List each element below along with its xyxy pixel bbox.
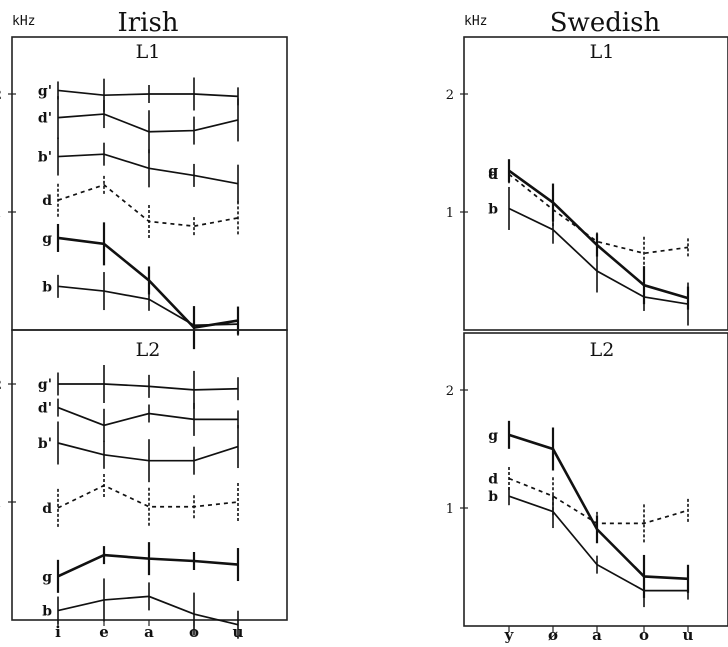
series-b: b xyxy=(488,487,689,608)
x-tick-label: u xyxy=(683,626,694,643)
series-b: b xyxy=(42,578,239,639)
series-label: b xyxy=(488,201,498,217)
series-d: d xyxy=(488,165,689,270)
y-tick-label: 2 xyxy=(0,378,2,393)
y-tick-label: 2 xyxy=(446,88,454,103)
series-b-prime: b' xyxy=(38,421,239,483)
x-tick-label: a xyxy=(592,626,602,643)
series-line xyxy=(57,183,239,228)
x-tick-label: i xyxy=(55,623,61,641)
x-tick-label: y xyxy=(504,626,515,643)
series-label: g' xyxy=(38,377,52,393)
series-label: g xyxy=(488,428,498,444)
series-label: g xyxy=(488,164,498,180)
swedish-l1-title: L1 xyxy=(590,41,615,63)
swedish-title: Swedish xyxy=(550,8,661,38)
series-label: d xyxy=(488,167,498,183)
series-label: d xyxy=(42,193,52,209)
series-g: g xyxy=(488,420,690,598)
series-label: b' xyxy=(38,150,52,166)
y-tick-label: 1 xyxy=(0,496,2,511)
series-label: d xyxy=(42,501,52,517)
series-line xyxy=(57,442,239,462)
series-d: d xyxy=(42,473,239,527)
series-line xyxy=(58,383,239,391)
swedish-unit-label: kHz xyxy=(464,14,487,29)
panel-frame xyxy=(11,329,288,621)
series-label: d xyxy=(488,472,498,488)
series-line xyxy=(57,406,238,427)
series-d-prime: d' xyxy=(38,398,239,442)
y-tick-label: 1 xyxy=(0,206,2,221)
x-tick-label: a xyxy=(144,623,154,641)
y-tick-label: 2 xyxy=(446,384,454,399)
plot-area: ieaou12g'd'b'dgb12g'd'b'dgbyøaou12gdb12g… xyxy=(0,36,728,644)
series-label: b xyxy=(42,604,52,620)
irish-l1-title: L1 xyxy=(136,41,161,63)
series-line xyxy=(508,477,689,525)
series-line xyxy=(57,113,239,133)
series-d-prime: d' xyxy=(38,96,239,154)
irish-unit-label: kHz xyxy=(12,14,35,29)
series-line xyxy=(57,484,239,509)
panel-irish-l1: 1 2 g' d' b' d g b xyxy=(0,36,288,350)
series-g-prime: g' xyxy=(38,77,239,112)
panel-frame xyxy=(463,332,728,627)
series-label: b xyxy=(42,279,52,295)
swedish-l2-title: L2 xyxy=(590,339,615,361)
panel-irish-l2: 1 2 g' d' b' d g b xyxy=(0,329,288,639)
series-b: b xyxy=(42,272,239,345)
irish-title: Irish xyxy=(117,8,178,38)
series-label: d' xyxy=(38,401,52,417)
series-b: b xyxy=(488,186,689,326)
series-label: b' xyxy=(38,436,52,452)
x-tick-label: ø xyxy=(548,626,558,643)
series-d: d xyxy=(42,175,239,238)
series-g-prime: g' xyxy=(38,365,239,409)
y-tick-label: 2 xyxy=(0,88,2,103)
y-tick-label: 1 xyxy=(446,206,454,221)
series-label: g xyxy=(42,231,52,247)
series-d: d xyxy=(488,467,689,543)
y-tick-label: 1 xyxy=(446,502,454,517)
series-b-prime: b' xyxy=(38,137,239,203)
series-line xyxy=(508,173,689,255)
panel-frame xyxy=(463,36,728,331)
series-line xyxy=(57,89,239,98)
x-tick-label: o xyxy=(639,626,649,643)
panel-swedish-l1: 1 2 gd b xyxy=(446,36,728,331)
series-line xyxy=(57,153,239,185)
panel-swedish-l2: 1 2 g db xyxy=(446,332,728,627)
series-label: g' xyxy=(38,83,52,99)
series-label: b xyxy=(488,489,498,505)
series-line xyxy=(508,169,689,300)
irish-l2-title: L2 xyxy=(136,339,161,361)
x-tick-label: e xyxy=(99,623,109,641)
series-label: g xyxy=(42,569,52,585)
series-line xyxy=(508,433,689,581)
series-g: g xyxy=(42,542,240,593)
series-label: d' xyxy=(38,111,52,127)
